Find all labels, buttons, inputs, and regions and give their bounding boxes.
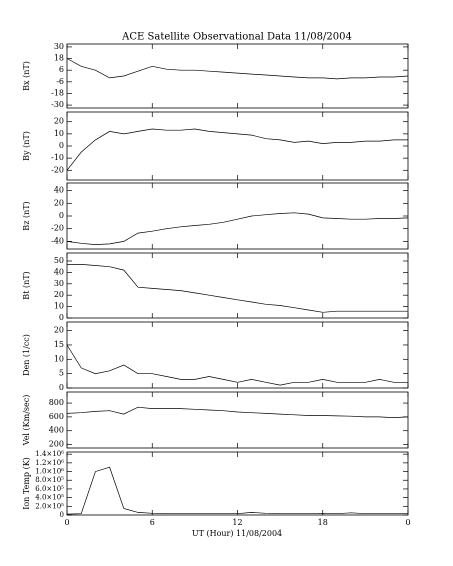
y-tick-label: -10 — [51, 153, 64, 162]
panel-frame — [66, 321, 409, 389]
panel-frame — [66, 111, 409, 181]
y-tick-label: 0 — [59, 313, 64, 322]
y-tick-label: 5 — [59, 369, 64, 378]
y-tick-label: 0 — [59, 211, 64, 220]
y-tick-label: 10 — [54, 129, 64, 138]
y-tick-label: 30 — [54, 279, 64, 288]
y-tick-label: 0 — [60, 511, 64, 519]
x-tick-label: 0 — [405, 518, 410, 527]
y-tick-label: 800 — [49, 398, 64, 407]
panel-frame — [66, 43, 409, 109]
panel-frame — [66, 391, 409, 449]
y-tick-label: 600 — [49, 412, 64, 421]
y-tick-label: 2.0×10⁵ — [35, 502, 64, 510]
y-axis-label: Bx (nT) — [22, 61, 31, 91]
y-tick-label: 10 — [54, 354, 64, 363]
data-line — [66, 128, 408, 171]
panel-frame — [66, 182, 409, 250]
y-tick-label: 50 — [54, 256, 64, 265]
y-tick-label: 40 — [54, 267, 64, 276]
y-tick-label: 15 — [54, 340, 64, 349]
panel-frame — [66, 451, 409, 516]
y-tick-label: 4.0×10⁵ — [35, 494, 64, 502]
y-axis-label: By (nT) — [22, 131, 31, 161]
y-tick-label: -20 — [51, 224, 64, 233]
y-axis-label: Ion Temp (K) — [22, 457, 31, 510]
y-tick-label: -30 — [51, 100, 64, 109]
y-tick-label: -18 — [51, 88, 64, 97]
y-tick-label: 20 — [54, 117, 64, 126]
y-tick-label: 20 — [54, 326, 64, 335]
y-tick-label: 1.4×10⁶ — [35, 450, 64, 458]
data-line — [66, 466, 408, 515]
data-line — [67, 264, 408, 313]
y-tick-label: 20 — [54, 290, 64, 299]
y-tick-label: 400 — [49, 426, 64, 435]
y-tick-label: 1.2×10⁶ — [35, 459, 64, 467]
y-tick-label: 20 — [54, 198, 64, 207]
panel-frame — [66, 252, 409, 319]
y-tick-label: 30 — [54, 42, 64, 51]
x-tick-label: 6 — [150, 518, 155, 527]
x-tick-label: 0 — [64, 518, 69, 527]
y-tick-label: 18 — [54, 54, 64, 63]
y-tick-label: 1.0×10⁶ — [35, 468, 64, 476]
y-tick-label: 40 — [54, 186, 64, 195]
y-tick-label: 0 — [59, 383, 64, 392]
y-axis-label: Bz (nT) — [22, 201, 31, 230]
x-tick-label: 18 — [318, 518, 328, 527]
y-tick-label: -6 — [56, 77, 64, 86]
y-tick-label: 0 — [59, 141, 64, 150]
data-line — [66, 344, 408, 386]
y-tick-label: 10 — [54, 302, 64, 311]
y-axis-label: Bt (nT) — [22, 271, 31, 299]
data-line — [66, 212, 409, 245]
y-tick-label: -20 — [51, 165, 64, 174]
y-tick-label: -40 — [51, 236, 64, 245]
y-tick-label: 8.0×10⁵ — [35, 476, 64, 484]
y-axis-label: Den (1/cc) — [22, 334, 31, 376]
y-tick-label: 200 — [49, 440, 64, 449]
x-axis-label: UT (Hour) 11/08/2004 — [192, 529, 282, 538]
y-axis-label: Vel (Km/sec) — [22, 395, 31, 447]
y-tick-label: 6 — [59, 65, 64, 74]
x-tick-label: 12 — [232, 518, 242, 527]
chart-title: ACE Satellite Observational Data 11/08/2… — [121, 32, 352, 43]
data-line — [66, 58, 409, 80]
data-line — [66, 406, 409, 418]
y-tick-label: 6.0×10⁵ — [35, 485, 64, 493]
